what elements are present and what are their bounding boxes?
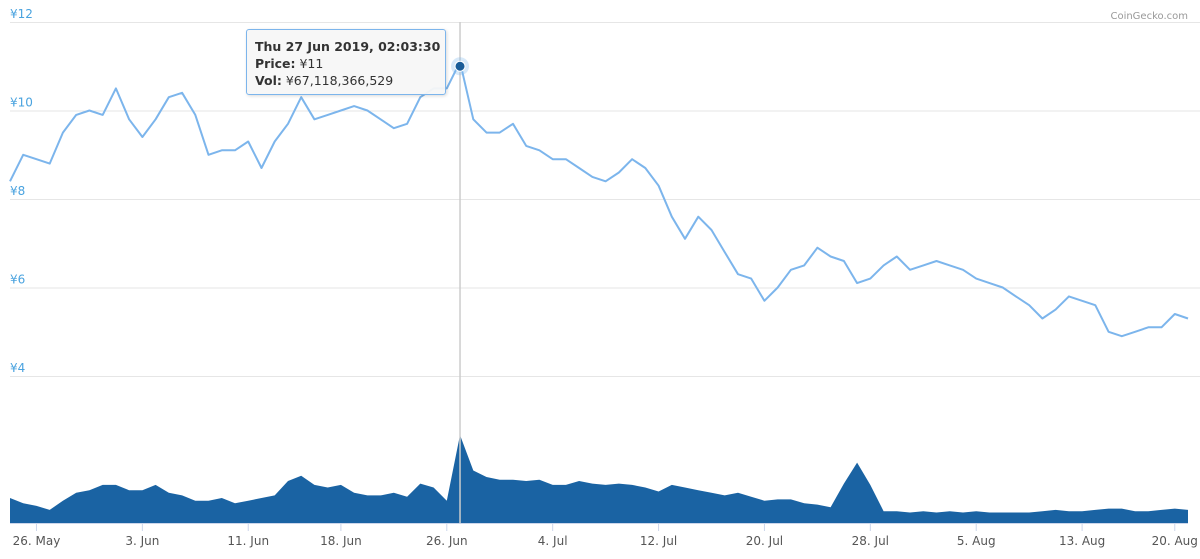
tooltip-vol-label: Vol: [255,73,282,88]
volume-area [10,435,1188,523]
tooltip-price-value: ¥11 [299,56,324,71]
x-tick-label: 20. Jul [746,534,783,548]
price-line [9,60,1189,338]
x-tick-label: 18. Jun [320,534,362,548]
y-tick-label: ¥6 [10,273,25,287]
hover-marker[interactable] [454,60,466,72]
y-tick-label: ¥4 [10,361,25,375]
x-tick-label: 13. Aug [1059,534,1105,548]
tooltip-date: Thu 27 Jun 2019, 02:03:30 [255,39,441,54]
x-tick-label: 28. Jul [852,534,889,548]
x-tick-label: 11. Jun [227,534,269,548]
x-tick-label: 26. Jun [426,534,468,548]
y-tick-label: ¥10 [10,96,33,110]
x-tick-label: 20. Aug [1152,534,1198,548]
tooltip-price-label: Price: [255,56,296,71]
x-tick-label: 3. Jun [125,534,159,548]
tooltip: Thu 27 Jun 2019, 02:03:30 Price: ¥11 Vol… [246,29,446,95]
y-tick-label: ¥12 [10,7,33,21]
credit-text[interactable]: CoinGecko.com [1110,11,1188,22]
x-tick-label: 12. Jul [640,534,677,548]
y-tick-label: ¥8 [10,184,25,198]
x-tick-label: 26. May [13,534,61,548]
x-tick-label: 5. Aug [957,534,996,548]
x-tick-label: 4. Jul [538,534,568,548]
tooltip-vol-value: ¥67,118,366,529 [285,73,394,88]
